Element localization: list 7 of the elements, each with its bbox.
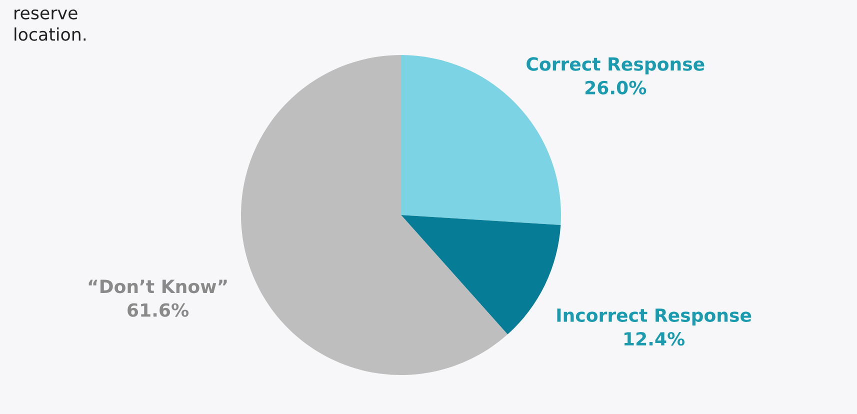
data-label: 61.6% xyxy=(128,303,189,317)
slice-label: “Don’t Know” xyxy=(88,280,227,294)
text: reserve location. xyxy=(14,9,86,41)
slice-label: Incorrect Response xyxy=(557,308,752,326)
data-label: 26.0% xyxy=(586,80,646,94)
data-label: 12.4% xyxy=(624,332,685,346)
slice-label: Correct Response xyxy=(526,57,704,74)
